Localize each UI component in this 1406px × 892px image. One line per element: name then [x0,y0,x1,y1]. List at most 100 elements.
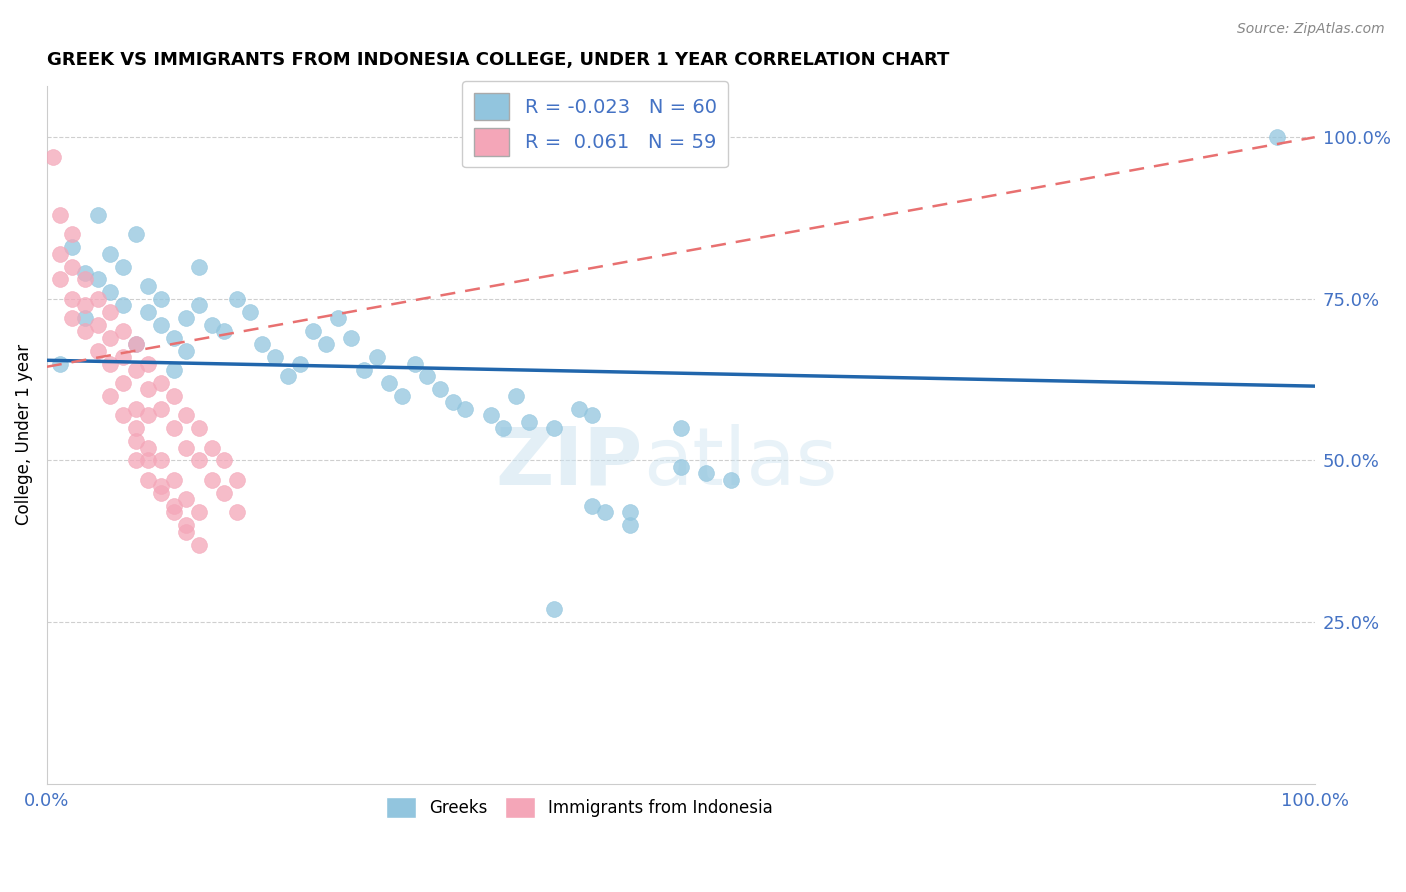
Point [60,240,83,254]
Point [124,337,146,351]
Point [163,473,186,487]
Point [201,441,224,455]
Point [124,434,146,448]
Point [188,537,211,551]
Point [176,441,198,455]
Point [581,409,603,423]
Point [150,318,173,332]
Point [124,421,146,435]
Point [568,401,591,416]
Point [86,272,108,286]
Point [1265,130,1288,145]
Point [124,401,146,416]
Point [136,473,159,487]
Point [188,421,211,435]
Point [163,331,186,345]
Point [111,409,134,423]
Point [48,246,70,260]
Point [264,350,287,364]
Point [176,343,198,358]
Point [60,227,83,242]
Point [201,318,224,332]
Point [163,421,186,435]
Point [176,311,198,326]
Point [252,337,274,351]
Point [48,208,70,222]
Point [239,305,262,319]
Y-axis label: College, Under 1 year: College, Under 1 year [15,344,32,525]
Point [124,227,146,242]
Point [176,409,198,423]
Point [60,311,83,326]
Point [404,357,426,371]
Point [176,518,198,533]
Point [214,485,236,500]
Point [340,331,363,345]
Point [720,473,742,487]
Point [98,246,121,260]
Point [73,266,96,280]
Point [163,499,186,513]
Point [73,272,96,286]
Point [98,389,121,403]
Point [124,337,146,351]
Point [136,305,159,319]
Point [111,324,134,338]
Point [111,298,134,312]
Point [48,357,70,371]
Point [226,473,249,487]
Point [353,363,375,377]
Legend: Greeks, Immigrants from Indonesia: Greeks, Immigrants from Indonesia [380,790,779,824]
Point [124,453,146,467]
Point [176,524,198,539]
Point [150,485,173,500]
Point [214,453,236,467]
Point [378,376,401,390]
Point [669,421,692,435]
Point [517,415,540,429]
Point [73,298,96,312]
Point [98,305,121,319]
Point [150,292,173,306]
Point [136,409,159,423]
Point [48,272,70,286]
Point [150,479,173,493]
Point [136,383,159,397]
Point [60,260,83,274]
Point [695,467,717,481]
Point [98,331,121,345]
Point [619,518,641,533]
Point [328,311,350,326]
Point [593,505,616,519]
Point [315,337,337,351]
Point [150,453,173,467]
Text: ZIP: ZIP [495,424,643,501]
Point [188,260,211,274]
Point [150,376,173,390]
Point [226,292,249,306]
Text: Source: ZipAtlas.com: Source: ZipAtlas.com [1237,22,1385,37]
Point [86,292,108,306]
Point [479,409,502,423]
Point [136,441,159,455]
Point [60,292,83,306]
Point [290,357,312,371]
Point [391,389,413,403]
Point [416,369,439,384]
Point [136,357,159,371]
Point [111,376,134,390]
Point [188,453,211,467]
Point [150,401,173,416]
Point [136,279,159,293]
Point [163,505,186,519]
Point [505,389,527,403]
Point [98,285,121,300]
Point [669,459,692,474]
Point [226,505,249,519]
Point [163,389,186,403]
Point [124,363,146,377]
Text: atlas: atlas [643,424,837,501]
Point [277,369,299,384]
Point [201,473,224,487]
Point [581,499,603,513]
